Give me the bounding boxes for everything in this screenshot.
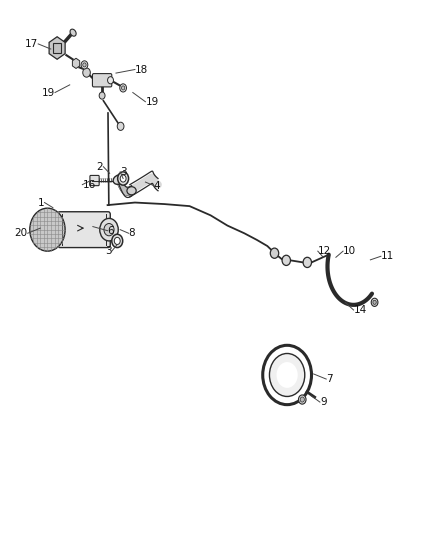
Circle shape: [269, 353, 305, 397]
Polygon shape: [72, 58, 80, 68]
Text: 17: 17: [25, 39, 38, 49]
Text: 11: 11: [381, 251, 394, 261]
Text: 1: 1: [38, 198, 45, 207]
Text: 3: 3: [105, 246, 112, 256]
Circle shape: [99, 92, 105, 99]
Text: 20: 20: [14, 228, 28, 238]
Circle shape: [83, 63, 86, 67]
Circle shape: [118, 172, 129, 185]
Circle shape: [298, 395, 306, 404]
Circle shape: [81, 61, 88, 69]
Circle shape: [30, 208, 65, 251]
Text: 4: 4: [154, 181, 160, 191]
Circle shape: [276, 362, 298, 388]
Circle shape: [104, 223, 114, 236]
Ellipse shape: [70, 29, 76, 36]
FancyBboxPatch shape: [53, 43, 61, 53]
Circle shape: [100, 219, 118, 241]
Text: 14: 14: [353, 305, 367, 315]
Circle shape: [117, 122, 124, 131]
Circle shape: [114, 237, 120, 245]
Circle shape: [83, 68, 90, 77]
FancyBboxPatch shape: [90, 175, 99, 185]
Circle shape: [371, 298, 378, 306]
Circle shape: [282, 255, 290, 265]
Circle shape: [270, 248, 279, 259]
Text: 8: 8: [129, 228, 135, 238]
Circle shape: [120, 175, 126, 182]
Text: 10: 10: [343, 246, 356, 256]
Polygon shape: [49, 37, 65, 59]
Circle shape: [108, 77, 113, 84]
Circle shape: [112, 235, 123, 247]
Circle shape: [300, 397, 304, 402]
Circle shape: [303, 257, 311, 268]
Text: 18: 18: [135, 64, 148, 75]
Circle shape: [121, 86, 125, 90]
Ellipse shape: [113, 175, 125, 184]
Circle shape: [120, 84, 127, 92]
Text: 19: 19: [145, 96, 159, 107]
Text: 16: 16: [82, 180, 95, 190]
Text: 7: 7: [326, 374, 333, 384]
Text: 12: 12: [318, 246, 331, 256]
Text: 6: 6: [108, 225, 114, 236]
Text: 3: 3: [120, 167, 127, 177]
Text: 9: 9: [320, 397, 327, 407]
Text: 19: 19: [42, 87, 55, 98]
FancyBboxPatch shape: [92, 74, 112, 87]
FancyBboxPatch shape: [58, 212, 110, 247]
Text: 2: 2: [97, 161, 103, 172]
Ellipse shape: [127, 187, 136, 195]
Circle shape: [373, 300, 376, 304]
